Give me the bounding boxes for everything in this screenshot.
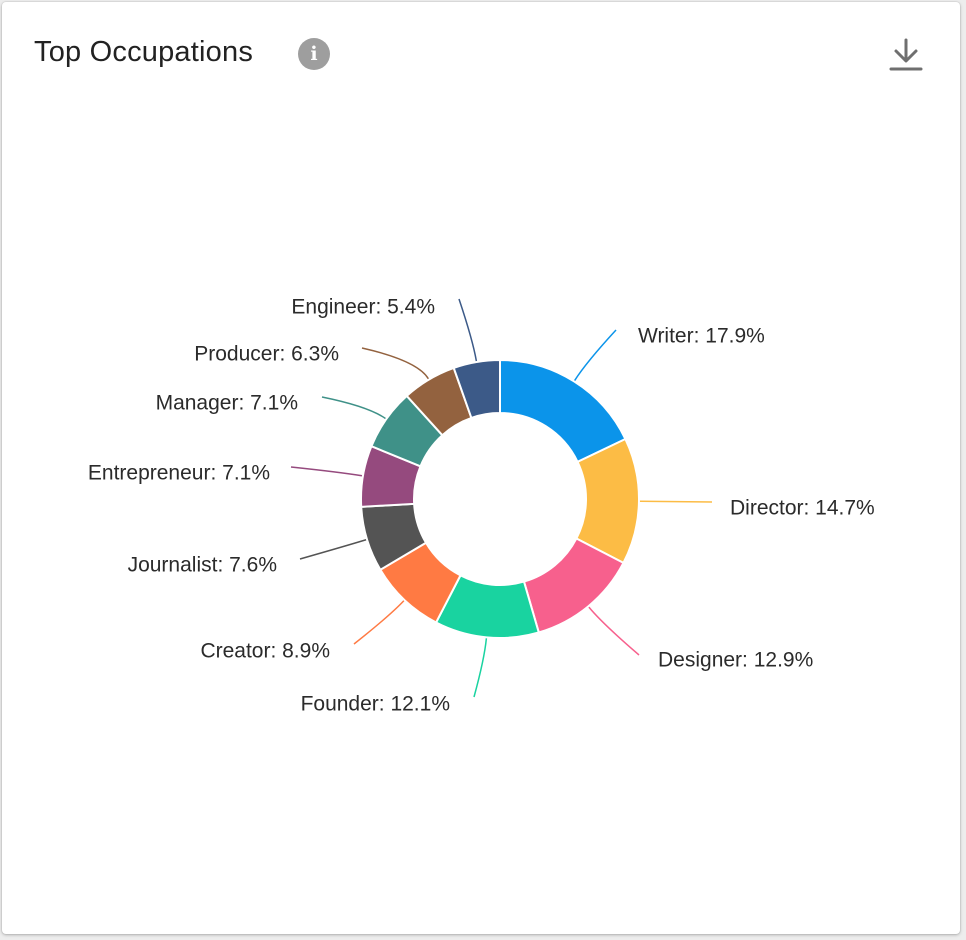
leader-line-journalist xyxy=(299,539,367,560)
leader-line-creator xyxy=(353,600,405,645)
leader-line-writer xyxy=(574,329,617,381)
download-button[interactable] xyxy=(886,36,926,76)
data-label-journalist: Journalist: 7.6% xyxy=(128,554,277,577)
info-icon[interactable]: i xyxy=(298,38,330,70)
card-header: Top Occupations i xyxy=(2,2,960,102)
leader-line-designer xyxy=(588,606,640,656)
data-label-writer: Writer: 17.9% xyxy=(638,325,765,348)
slice-writer[interactable] xyxy=(499,358,627,464)
data-label-entrepreneur: Entrepreneur: 7.1% xyxy=(88,462,270,485)
leader-line-entrepreneur xyxy=(290,466,363,477)
download-icon xyxy=(889,38,923,71)
leader-line-founder xyxy=(473,638,488,698)
slice-engineer[interactable] xyxy=(452,358,501,420)
data-label-founder: Founder: 12.1% xyxy=(301,693,450,716)
data-label-manager: Manager: 7.1% xyxy=(156,392,298,415)
leader-line-director xyxy=(639,500,713,503)
data-label-producer: Producer: 6.3% xyxy=(194,343,339,366)
leader-line-manager xyxy=(321,396,386,420)
data-label-creator: Creator: 8.9% xyxy=(200,640,330,663)
card-title: Top Occupations xyxy=(34,36,254,68)
data-label-director: Director: 14.7% xyxy=(730,497,875,520)
leader-line-producer xyxy=(361,347,429,380)
data-label-engineer: Engineer: 5.4% xyxy=(291,296,435,319)
data-label-designer: Designer: 12.9% xyxy=(658,649,813,672)
leader-line-engineer xyxy=(458,298,478,362)
